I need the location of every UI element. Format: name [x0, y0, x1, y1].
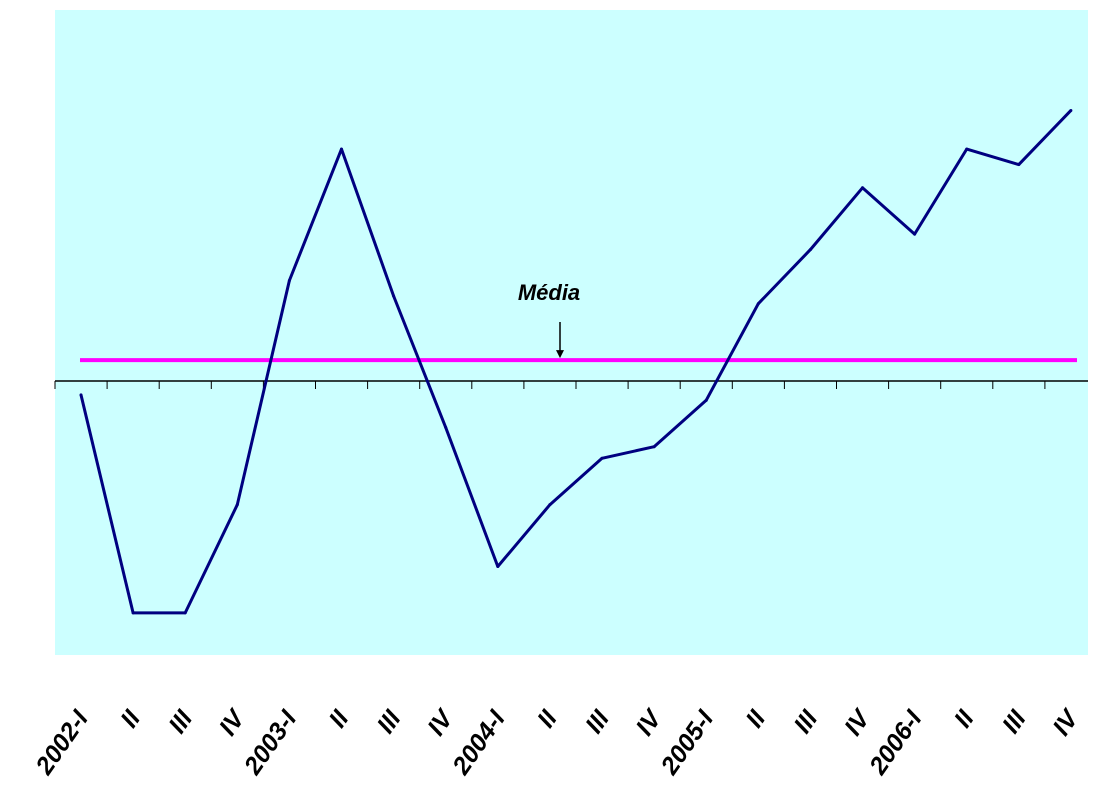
data-point [340, 147, 343, 151]
x-tick-label: 2005-I [655, 705, 720, 781]
x-tick-label: IV [631, 703, 669, 740]
data-point [287, 279, 291, 283]
x-tick-label: III [788, 705, 823, 739]
data-point [496, 565, 500, 569]
x-tick-label: 2003-I [238, 705, 303, 781]
data-point [913, 232, 917, 236]
series-line [79, 109, 1072, 615]
data-point [131, 611, 135, 615]
x-tick-label: II [115, 705, 147, 733]
x-axis [54, 380, 1088, 389]
x-tick-label: 2006-I [863, 705, 928, 781]
data-point [392, 294, 396, 298]
data-point [861, 186, 864, 190]
data-point [548, 503, 552, 507]
average-label: Média [518, 280, 580, 305]
x-tick-label: 2004-I [447, 705, 512, 781]
data-point [808, 248, 812, 252]
x-tick-label: IV [214, 703, 252, 740]
data-point [652, 445, 656, 449]
series-group [79, 108, 1073, 615]
plot-area [55, 10, 1088, 655]
data-point [704, 398, 708, 402]
x-tick-label: IV [839, 703, 877, 740]
data-point [1069, 108, 1073, 112]
data-point [183, 611, 187, 615]
average-arrow-head [556, 350, 564, 359]
data-point [600, 456, 604, 460]
x-tick-label: III [163, 705, 198, 739]
x-tick-label: III [580, 705, 615, 739]
x-tick-label: 2002-I [30, 705, 95, 781]
x-tick-label: III [372, 705, 407, 739]
data-point [1017, 163, 1021, 167]
x-tick-label: II [740, 705, 772, 733]
x-tick-label: IV [1047, 703, 1085, 740]
x-tick-label: IV [422, 703, 460, 740]
data-point [235, 503, 239, 507]
x-tick-label: II [949, 705, 981, 733]
average-annotation: Média [518, 280, 580, 359]
data-point [756, 302, 760, 306]
x-tick-label: II [324, 705, 356, 733]
data-point [79, 393, 83, 397]
x-tick-label: III [997, 705, 1032, 739]
data-point [444, 425, 448, 429]
data-point [965, 147, 969, 151]
x-tick-label: II [532, 705, 564, 733]
